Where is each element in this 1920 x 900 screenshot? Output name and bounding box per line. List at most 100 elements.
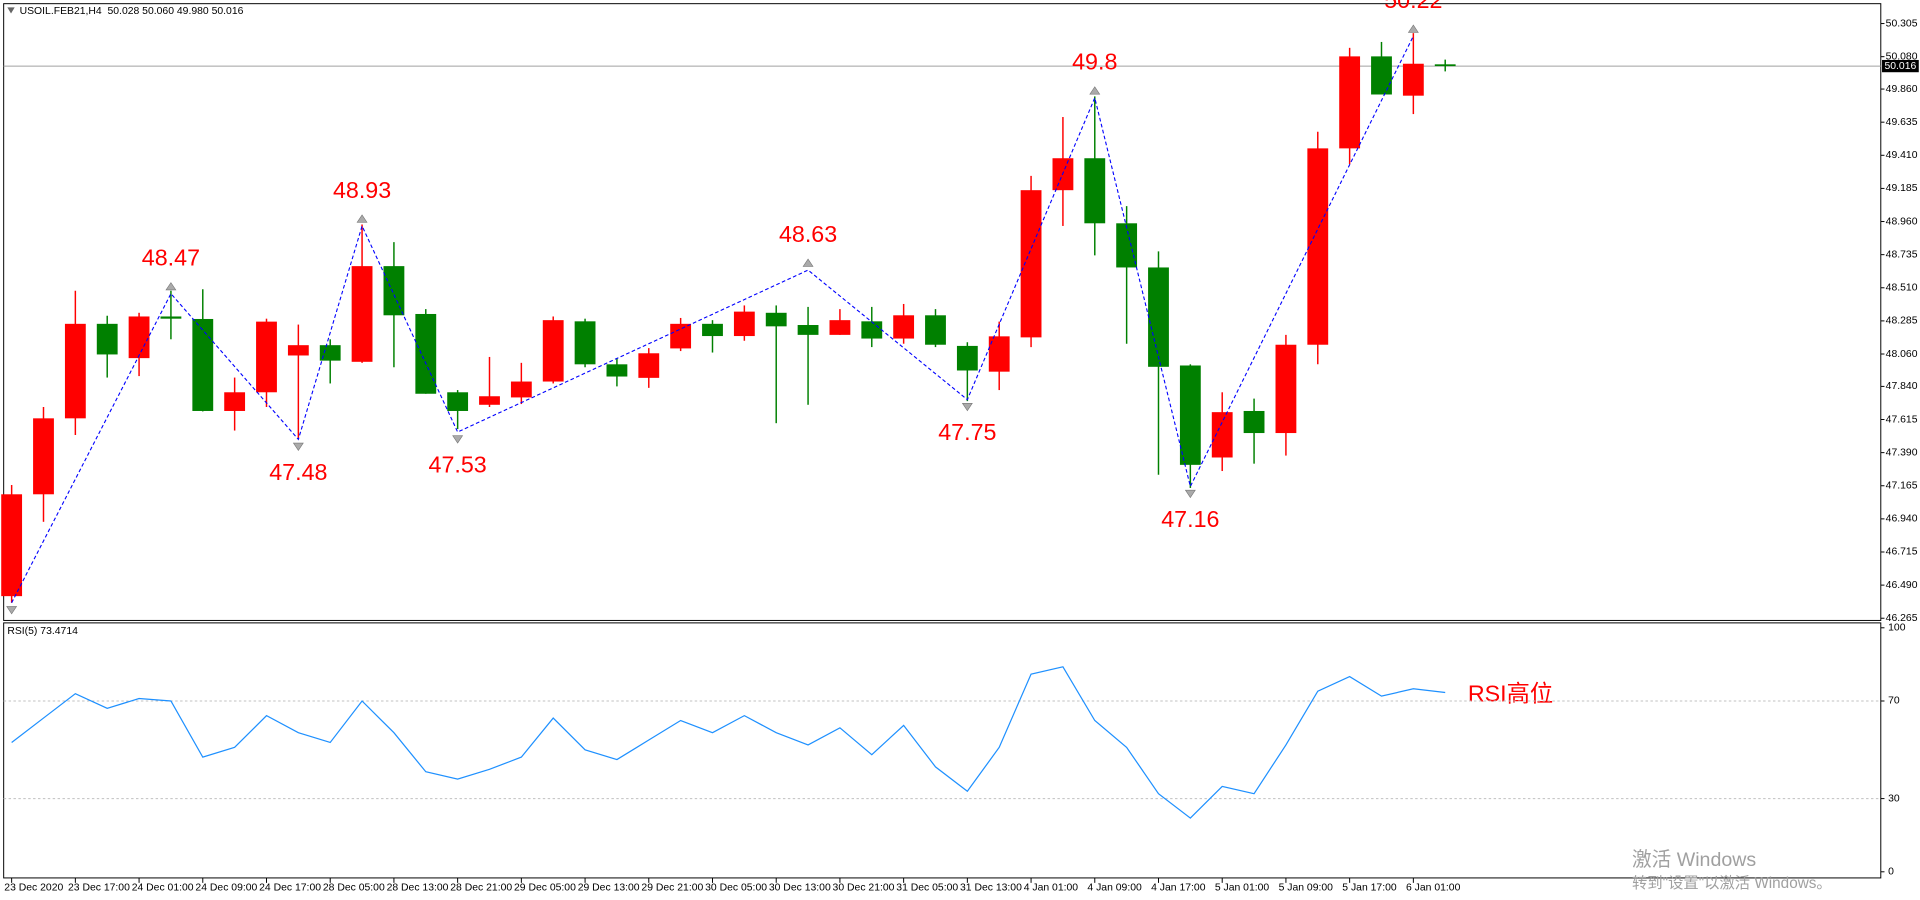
candle-body bbox=[1371, 56, 1392, 95]
zigzag-arrow bbox=[802, 258, 814, 267]
x-tick-label: 4 Jan 17:00 bbox=[1151, 882, 1206, 893]
rsi-annotation: RSI高位 bbox=[1468, 680, 1553, 706]
candle-body bbox=[988, 336, 1010, 372]
zigzag-arrow bbox=[961, 403, 973, 412]
y-tick-label: 46.265 bbox=[1886, 613, 1918, 624]
y-tick-label: 50.080 bbox=[1886, 51, 1918, 62]
candle-body bbox=[765, 312, 787, 327]
candle-body bbox=[224, 392, 246, 411]
price-panel bbox=[3, 3, 1882, 621]
x-tick-label: 5 Jan 17:00 bbox=[1342, 882, 1397, 893]
y-tick-label: 48.735 bbox=[1886, 249, 1918, 260]
x-tick-label: 31 Dec 05:00 bbox=[896, 882, 958, 893]
current-price-label: 50.016 bbox=[1884, 61, 1916, 72]
candle-body bbox=[1148, 267, 1169, 367]
zigzag-label: 47.53 bbox=[429, 452, 487, 478]
zigzag-arrow bbox=[6, 606, 18, 615]
zigzag-label: 49.8 bbox=[1072, 49, 1117, 75]
x-tick-label: 24 Dec 09:00 bbox=[195, 882, 257, 893]
y-tick-label: 100 bbox=[1888, 623, 1906, 634]
rsi-line bbox=[11, 666, 1446, 819]
zigzag-label: 50.22 bbox=[1384, 0, 1442, 13]
x-tick-label: 28 Dec 13:00 bbox=[387, 882, 449, 893]
x-tick-label: 4 Jan 09:00 bbox=[1087, 882, 1142, 893]
zigzag-label: 47.75 bbox=[938, 419, 996, 445]
candle-body bbox=[287, 345, 309, 356]
x-tick-label: 29 Dec 05:00 bbox=[514, 882, 576, 893]
candle-body bbox=[1211, 412, 1233, 458]
zigzag-arrow bbox=[165, 282, 177, 291]
y-tick-label: 50.305 bbox=[1886, 18, 1918, 29]
x-tick-label: 29 Dec 13:00 bbox=[578, 882, 640, 893]
candle-body bbox=[192, 318, 214, 411]
candle-body bbox=[96, 323, 118, 355]
y-tick-label: 47.165 bbox=[1886, 480, 1918, 491]
candle-body bbox=[606, 364, 628, 377]
candle-body bbox=[64, 323, 86, 419]
y-tick-label: 47.615 bbox=[1886, 414, 1918, 425]
y-tick-label: 49.860 bbox=[1886, 84, 1918, 95]
zigzag-arrow bbox=[1089, 86, 1101, 95]
x-tick-label: 30 Dec 21:00 bbox=[833, 882, 895, 893]
y-tick-label: 30 bbox=[1888, 793, 1900, 804]
y-tick-label: 48.960 bbox=[1886, 216, 1918, 227]
y-tick-label: 49.635 bbox=[1886, 117, 1918, 128]
candle-body bbox=[351, 266, 373, 362]
candle-body bbox=[1020, 190, 1042, 338]
zigzag-label: 47.16 bbox=[1161, 506, 1219, 532]
watermark-text: 转到"设置"以激活 Windows。 bbox=[1632, 875, 1832, 892]
candle-body bbox=[1307, 148, 1329, 345]
x-tick-label: 4 Jan 01:00 bbox=[1024, 882, 1079, 893]
zigzag-label: 48.63 bbox=[779, 221, 837, 247]
candle-body bbox=[1402, 63, 1424, 96]
x-tick-label: 5 Jan 09:00 bbox=[1279, 882, 1334, 893]
zigzag-arrow bbox=[452, 435, 464, 444]
zigzag-line bbox=[11, 35, 1414, 604]
rsi-panel bbox=[3, 622, 1882, 879]
y-tick-label: 46.715 bbox=[1886, 547, 1918, 558]
x-tick-label: 31 Dec 13:00 bbox=[960, 882, 1022, 893]
y-tick-label: 47.840 bbox=[1886, 381, 1918, 392]
x-tick-label: 24 Dec 17:00 bbox=[259, 882, 321, 893]
zigzag-arrow bbox=[356, 214, 368, 223]
y-tick-label: 0 bbox=[1888, 867, 1894, 878]
x-tick-label: 28 Dec 05:00 bbox=[323, 882, 385, 893]
candle-body bbox=[542, 320, 564, 382]
candle-body bbox=[733, 311, 755, 337]
zigzag-arrow bbox=[1184, 489, 1196, 499]
x-tick-label: 30 Dec 05:00 bbox=[705, 882, 767, 893]
candle-body bbox=[383, 266, 405, 316]
candle-body bbox=[1243, 410, 1265, 434]
watermark-title: 激活 Windows bbox=[1632, 849, 1756, 871]
candle-body bbox=[447, 392, 469, 411]
y-tick-label: 49.410 bbox=[1886, 150, 1918, 161]
y-tick-label: 46.940 bbox=[1886, 514, 1918, 525]
x-tick-label: 28 Dec 21:00 bbox=[450, 882, 512, 893]
candle-body bbox=[861, 321, 883, 339]
candle-body bbox=[319, 345, 341, 361]
y-tick-label: 48.510 bbox=[1886, 283, 1918, 294]
x-tick-label: 30 Dec 13:00 bbox=[769, 882, 831, 893]
price-title: USOIL.FEB21,H4 50.028 50.060 49.980 50.0… bbox=[20, 6, 244, 17]
candle-body bbox=[574, 321, 596, 365]
candle-body bbox=[1339, 56, 1361, 149]
zigzag-label: 47.48 bbox=[269, 459, 327, 485]
y-tick-label: 70 bbox=[1888, 696, 1900, 707]
candle-body bbox=[797, 325, 819, 335]
zigzag-arrow bbox=[292, 442, 304, 451]
candle-body bbox=[829, 320, 851, 335]
candle-body bbox=[1275, 344, 1297, 434]
zigzag-label: 48.47 bbox=[142, 244, 200, 270]
x-tick-label: 23 Dec 17:00 bbox=[68, 882, 130, 893]
candle-body bbox=[956, 345, 978, 371]
candle-body bbox=[702, 323, 723, 337]
y-tick-label: 49.185 bbox=[1886, 183, 1918, 194]
x-tick-label: 5 Jan 01:00 bbox=[1215, 882, 1270, 893]
candle-body bbox=[1434, 64, 1456, 67]
y-tick-label: 48.285 bbox=[1886, 316, 1918, 327]
current-price-box bbox=[1882, 59, 1919, 73]
candle-body bbox=[670, 323, 692, 349]
candle-body bbox=[638, 353, 660, 378]
